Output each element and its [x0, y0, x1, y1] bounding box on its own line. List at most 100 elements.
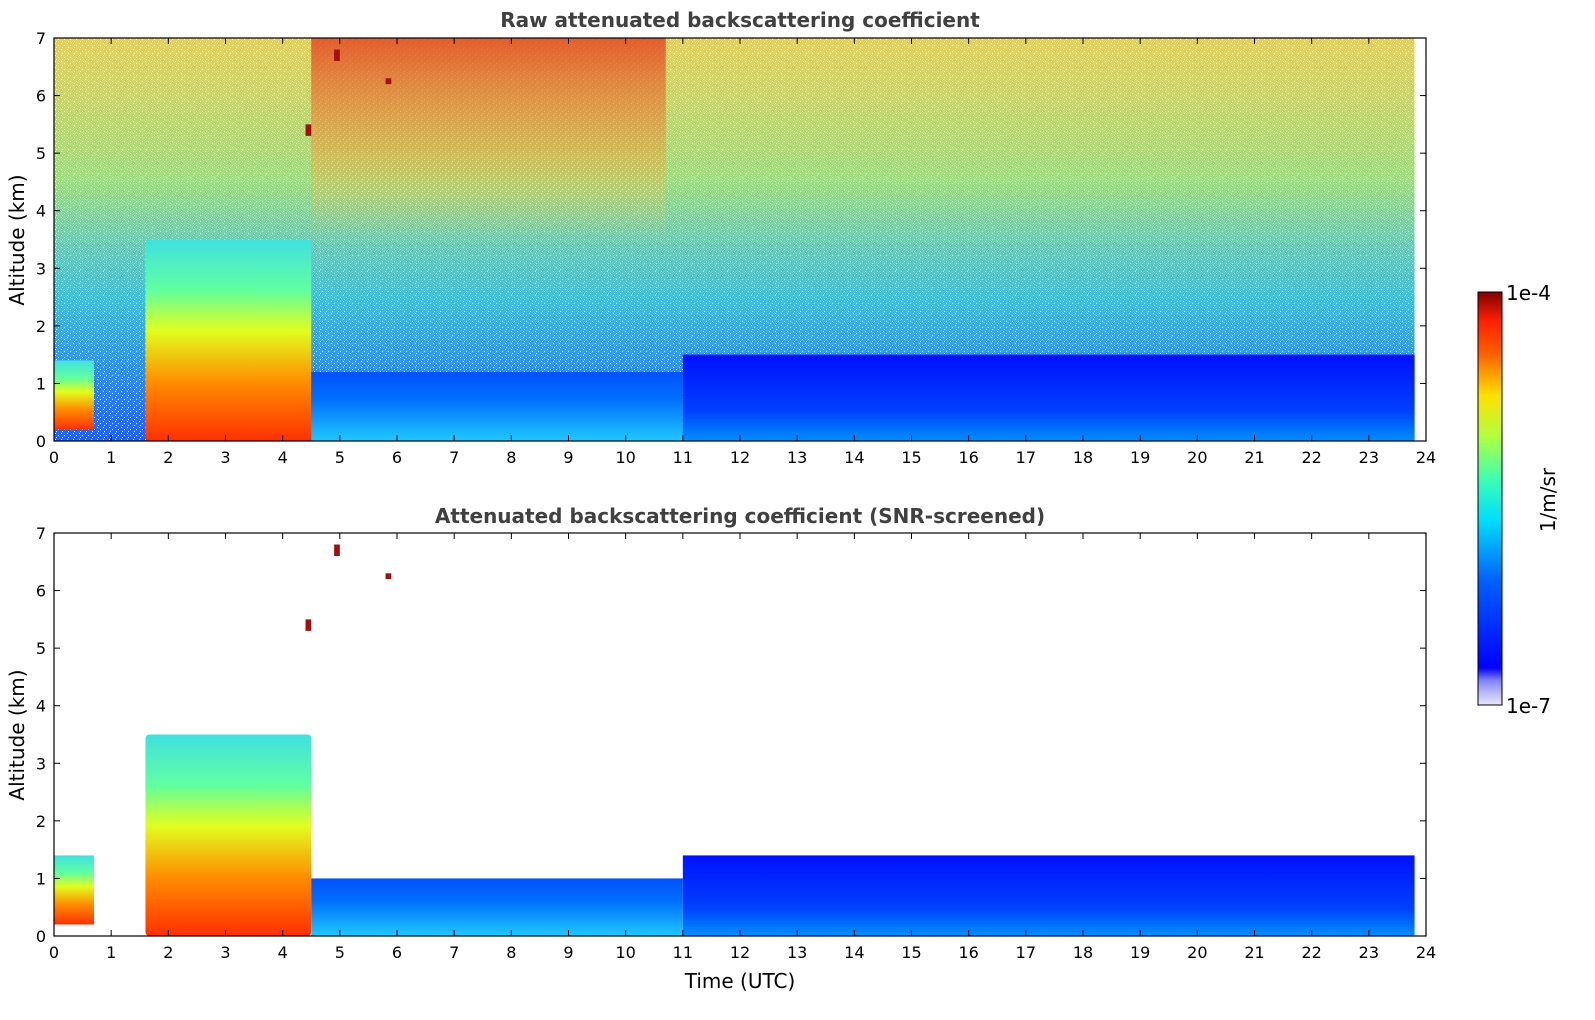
x-tick-label: 19 [1130, 943, 1150, 962]
y-tick-label: 0 [36, 432, 46, 451]
heatmap-area [54, 38, 1415, 441]
heatmap-region [305, 619, 312, 631]
raw-backscatter-panel: Raw attenuated backscattering coefficien… [5, 8, 1436, 467]
y-axis: 0 1 2 3 4 5 6 7 [36, 524, 1426, 946]
x-tick-label: 11 [673, 943, 693, 962]
x-tick-label: 24 [1416, 448, 1436, 467]
x-tick-label: 4 [278, 943, 288, 962]
x-tick-label: 8 [506, 448, 516, 467]
x-tick-label: 3 [220, 943, 230, 962]
y-tick-label: 6 [36, 582, 46, 601]
x-tick-label: 22 [1301, 943, 1321, 962]
x-tick-label: 24 [1416, 943, 1436, 962]
x-tick-label: 17 [1016, 943, 1036, 962]
y-tick-label: 0 [36, 927, 46, 946]
x-tick-label: 17 [1016, 448, 1036, 467]
x-axis: 0 1 2 3 4 5 6 7 8 9 10 11 12 13 14 15 16 17 18 19 20 21 22 23 24 [49, 533, 1436, 962]
colorbar-max-label: 1e-4 [1506, 281, 1551, 305]
x-tick-label: 9 [563, 448, 573, 467]
x-tick-label: 6 [392, 448, 402, 467]
x-tick-label: 12 [730, 448, 750, 467]
y-tick-label: 7 [36, 29, 46, 48]
x-tick-label: 0 [49, 943, 59, 962]
x-tick-label: 6 [392, 943, 402, 962]
y-tick-label: 3 [36, 259, 46, 278]
x-tick-label: 19 [1130, 448, 1150, 467]
x-tick-label: 1 [106, 943, 116, 962]
colorbar-min-label: 1e-7 [1506, 694, 1551, 718]
x-tick-label: 15 [901, 943, 921, 962]
y-tick-label: 4 [36, 202, 46, 221]
x-tick-label: 10 [615, 943, 635, 962]
x-tick-label: 20 [1187, 448, 1207, 467]
heatmap-region [145, 734, 312, 936]
y-tick-label: 3 [36, 754, 46, 773]
x-tick-label: 20 [1187, 943, 1207, 962]
x-tick-label: 2 [163, 448, 173, 467]
heatmap-region [145, 239, 312, 441]
x-tick-label: 15 [901, 448, 921, 467]
panel-title: Attenuated backscattering coefficient (S… [435, 504, 1045, 528]
x-tick-label: 11 [673, 448, 693, 467]
colorbar-unit-label: 1/m/sr [1536, 467, 1560, 532]
heatmap-region [305, 124, 312, 136]
x-tick-label: 5 [335, 448, 345, 467]
x-tick-label: 23 [1359, 943, 1379, 962]
heatmap-region [311, 878, 683, 936]
x-tick-label: 12 [730, 943, 750, 962]
heatmap-region [682, 354, 1415, 441]
heatmap-area [54, 544, 1415, 936]
y-tick-label: 6 [36, 87, 46, 106]
x-tick-label: 18 [1073, 943, 1093, 962]
y-tick-label: 1 [36, 374, 46, 393]
heatmap-region [54, 360, 95, 430]
y-tick-label: 5 [36, 144, 46, 163]
panel-title: Raw attenuated backscattering coefficien… [500, 8, 980, 32]
heatmap-region [334, 544, 340, 557]
x-tick-label: 8 [506, 943, 516, 962]
x-tick-label: 7 [449, 943, 459, 962]
x-tick-label: 13 [787, 943, 807, 962]
x-tick-label: 1 [106, 448, 116, 467]
x-tick-label: 2 [163, 943, 173, 962]
heatmap-region [682, 855, 1415, 936]
x-axis-label: Time (UTC) [684, 969, 796, 993]
heatmap-region [385, 78, 392, 85]
y-tick-label: 5 [36, 639, 46, 658]
y-axis-label: Altitude (km) [5, 174, 29, 305]
x-tick-label: 5 [335, 943, 345, 962]
x-tick-label: 7 [449, 448, 459, 467]
x-tick-label: 22 [1301, 448, 1321, 467]
x-tick-label: 9 [563, 943, 573, 962]
y-axis: 0 1 2 3 4 5 6 7 [36, 29, 1426, 451]
x-tick-label: 4 [278, 448, 288, 467]
x-axis: 0 1 2 3 4 5 6 7 8 9 10 11 12 13 14 15 16 17 18 19 20 21 22 23 24 [49, 38, 1436, 467]
heatmap-region [385, 573, 392, 580]
x-tick-label: 21 [1244, 943, 1264, 962]
y-tick-label: 7 [36, 524, 46, 543]
colorbar-gradient [1477, 291, 1503, 706]
y-tick-label: 2 [36, 812, 46, 831]
heatmap-region [334, 49, 340, 62]
x-tick-label: 23 [1359, 448, 1379, 467]
y-axis-label: Altitude (km) [5, 669, 29, 800]
heatmap-region [311, 38, 666, 240]
x-tick-label: 18 [1073, 448, 1093, 467]
x-tick-label: 3 [220, 448, 230, 467]
x-tick-label: 10 [615, 448, 635, 467]
x-tick-label: 13 [787, 448, 807, 467]
x-tick-label: 21 [1244, 448, 1264, 467]
heatmap-region [311, 371, 683, 441]
x-tick-label: 16 [958, 943, 978, 962]
x-tick-label: 16 [958, 448, 978, 467]
colorbar: 1e-4 1e-7 1/m/sr [1477, 281, 1560, 718]
heatmap-region [54, 855, 95, 925]
y-tick-label: 4 [36, 697, 46, 716]
x-tick-label: 0 [49, 448, 59, 467]
y-tick-label: 1 [36, 869, 46, 888]
snr-screened-panel: Attenuated backscattering coefficient (S… [5, 504, 1436, 993]
x-tick-label: 14 [844, 448, 864, 467]
y-tick-label: 2 [36, 317, 46, 336]
x-tick-label: 14 [844, 943, 864, 962]
